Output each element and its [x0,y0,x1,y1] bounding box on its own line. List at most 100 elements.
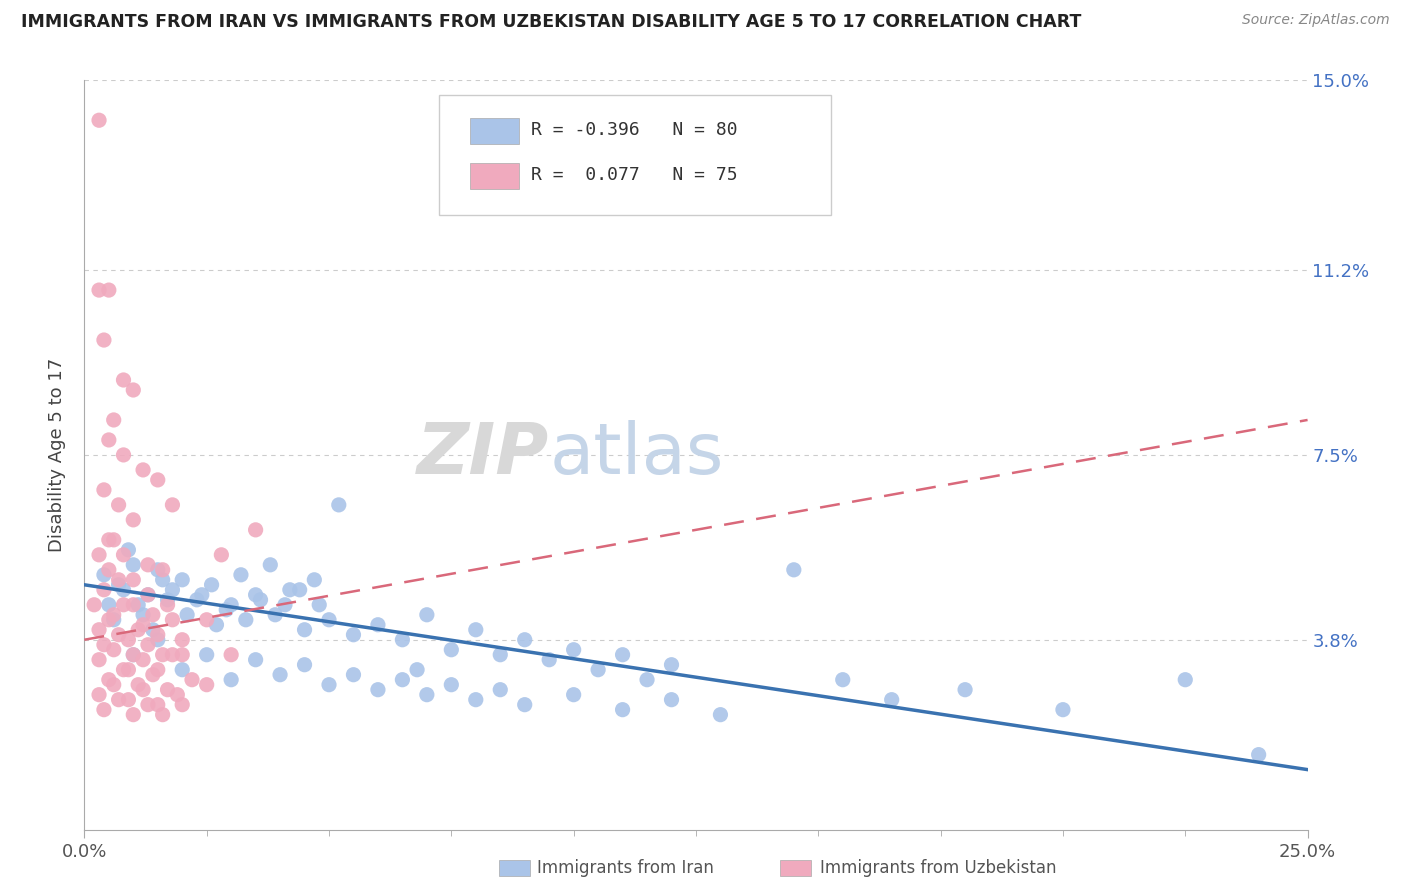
Point [87,653,110,667]
Point [93,567,115,582]
Point [191,588,214,602]
Point [318,678,340,692]
Point [117,692,139,706]
Point [406,663,429,677]
Point [1247,747,1270,762]
Point [146,663,169,677]
Point [97,613,120,627]
Point [93,638,115,652]
Point [269,667,291,681]
Point [87,113,110,128]
Point [709,707,731,722]
Point [122,513,145,527]
Point [278,582,301,597]
Point [146,632,169,647]
Point [132,463,155,477]
Point [367,617,389,632]
Point [342,667,364,681]
Point [103,607,125,622]
Point [136,638,159,652]
Point [245,653,267,667]
Point [97,598,120,612]
Point [97,673,120,687]
Text: IMMIGRANTS FROM IRAN VS IMMIGRANTS FROM UZBEKISTAN DISABILITY AGE 5 TO 17 CORREL: IMMIGRANTS FROM IRAN VS IMMIGRANTS FROM … [21,13,1081,31]
Point [209,548,232,562]
Point [146,563,169,577]
Point [112,598,135,612]
Point [103,642,125,657]
Point [162,498,184,512]
Point [112,448,135,462]
Point [186,592,208,607]
Text: ZIP: ZIP [418,420,550,490]
Point [783,563,806,577]
Point [172,648,194,662]
Point [294,623,316,637]
Y-axis label: Disability Age 5 to 17: Disability Age 5 to 17 [48,358,66,552]
Point [97,433,120,447]
Text: Immigrants from Iran: Immigrants from Iran [537,859,714,877]
Point [127,678,149,692]
Text: Immigrants from Uzbekistan: Immigrants from Uzbekistan [820,859,1056,877]
Point [136,558,159,572]
Point [103,533,125,547]
Point [112,373,135,387]
Point [953,682,976,697]
Point [87,688,110,702]
Point [288,582,311,597]
Point [831,673,853,687]
Point [112,548,135,562]
Point [195,678,218,692]
Point [172,698,194,712]
Point [181,673,204,687]
Point [464,623,486,637]
Point [215,603,238,617]
Point [122,383,145,397]
Point [83,598,105,612]
Text: atlas: atlas [550,420,724,490]
Point [93,333,115,347]
Point [93,703,115,717]
Point [103,678,125,692]
Point [229,567,252,582]
Point [612,648,634,662]
Point [172,632,194,647]
Point [1174,673,1197,687]
Point [93,582,115,597]
Point [489,648,512,662]
Point [249,592,271,607]
Point [107,628,129,642]
Point [122,648,145,662]
Point [538,653,561,667]
Point [122,598,145,612]
Point [146,628,169,642]
Point [661,657,683,672]
Point [162,582,184,597]
Point [304,573,326,587]
Point [132,682,155,697]
Point [152,563,174,577]
Point [103,413,125,427]
Point [245,588,267,602]
Point [391,632,413,647]
Point [274,598,297,612]
Point [880,692,903,706]
Point [195,648,218,662]
Point [562,642,585,657]
Point [328,498,350,512]
Point [87,623,110,637]
Point [136,588,159,602]
Point [97,533,120,547]
Point [245,523,267,537]
Point [342,628,364,642]
Text: R = -0.396   N = 80: R = -0.396 N = 80 [531,121,738,139]
FancyBboxPatch shape [470,162,519,189]
Point [132,653,155,667]
Point [107,573,129,587]
Point [513,632,536,647]
Point [294,657,316,672]
Point [200,578,222,592]
Point [146,473,169,487]
Point [156,682,179,697]
Point [416,688,439,702]
